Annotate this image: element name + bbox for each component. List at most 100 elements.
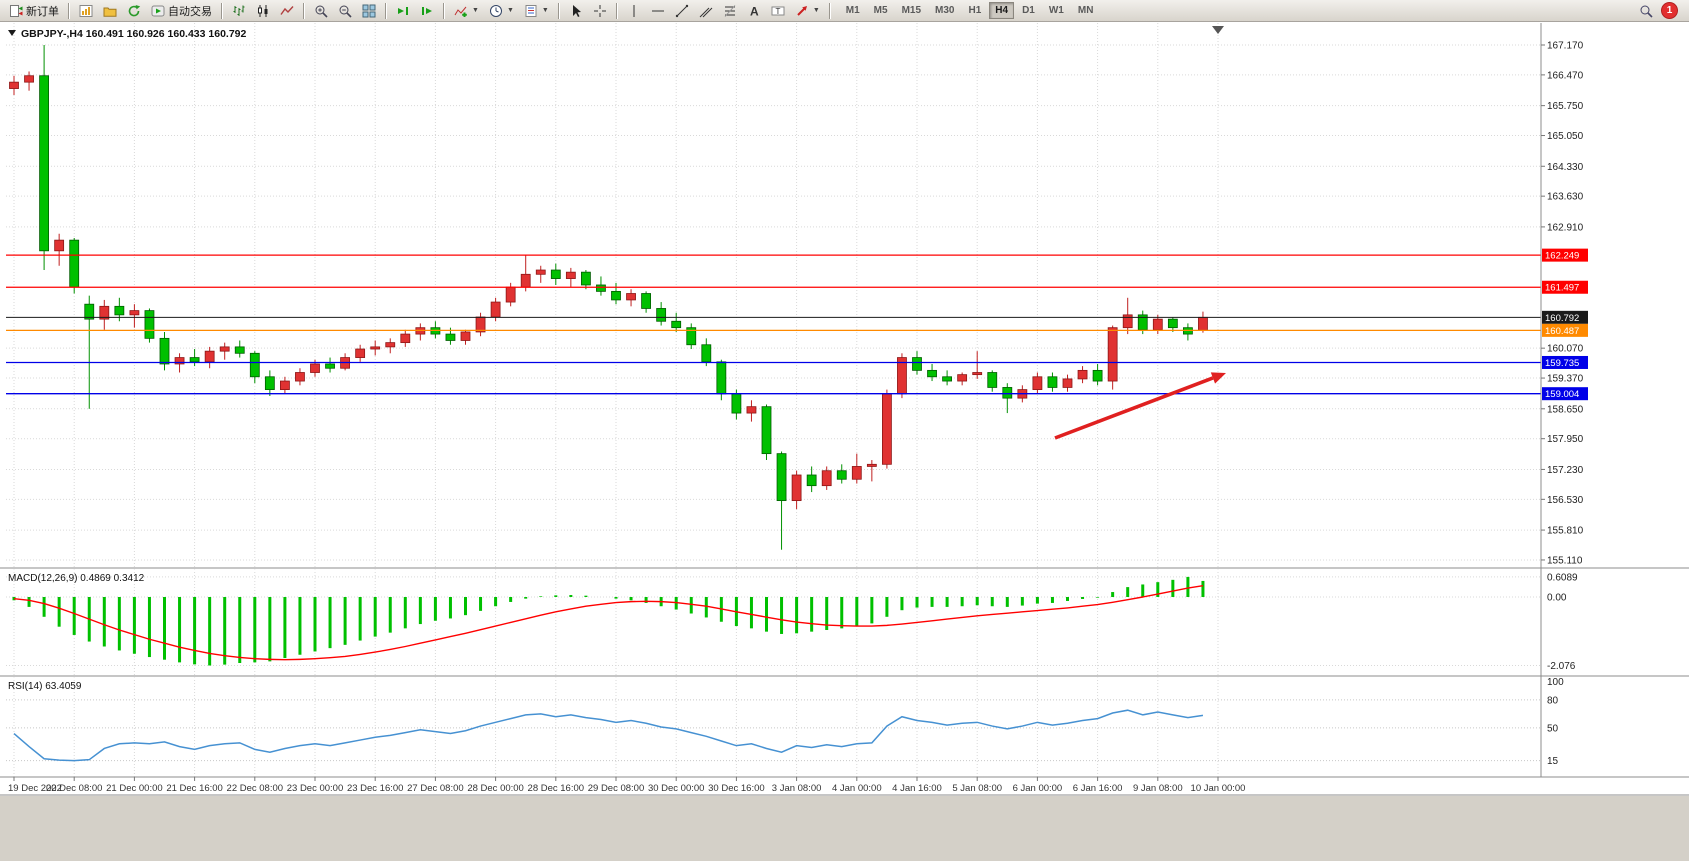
price-axis-label: 165.050 [1547,131,1584,142]
price-axis-label: 167.170 [1547,41,1584,52]
zoom-out-button[interactable] [334,0,356,21]
search-button[interactable] [1635,0,1657,21]
price-axis-label: 158.650 [1547,404,1584,415]
timeframe-button-W1[interactable]: W1 [1048,5,1064,16]
date-label: 29 Dec 08:00 [588,783,645,794]
rsi-line [13,709,1204,762]
fibonacci-tool-button[interactable] [719,0,741,21]
date-label: 4 Jan 00:00 [832,783,882,794]
price-axis-label: 160.070 [1547,344,1584,355]
macd-signal-line [13,585,1204,661]
candle-body [1092,369,1103,382]
timeframe-button-D1[interactable]: D1 [1022,5,1035,16]
candle-body [1198,316,1208,331]
date-label: 10 Jan 00:00 [1191,783,1246,794]
candle-body [370,346,381,350]
text-tool-button[interactable]: A [743,0,765,21]
new-order-button[interactable]: 新订单 [5,0,63,21]
candle-body [882,393,892,465]
chart-canvas[interactable]: 0.6089 0.00 -2.076 100 80 50 15 19 Dec 202220… [0,21,1689,796]
one-click-trading-toggle[interactable] [8,30,16,36]
price-axis-label: 155.110 [1547,555,1583,566]
price-axis-label: 157.950 [1547,434,1584,445]
candlestick-chart-button[interactable] [252,0,274,21]
chart-shift-marker[interactable] [1212,26,1224,34]
timeframe-button-M5[interactable]: M5 [873,5,888,16]
autotrading-button[interactable]: 自动交易 [147,0,216,21]
candle-body [565,271,576,279]
label-tool-button[interactable]: T [767,0,789,21]
candle-body [1032,376,1043,390]
date-label: 27 Dec 08:00 [407,783,464,794]
arrows-tool-button[interactable]: ▼ [791,0,824,21]
candlestick-series [9,45,1208,550]
price-badge-label: 161.497 [1545,283,1579,294]
new-chart-button[interactable] [75,0,97,21]
chart-shift-button[interactable] [416,0,438,21]
candle-body [746,406,757,414]
candle-body [279,380,290,390]
date-label: 6 Jan 00:00 [1013,783,1063,794]
candle-body [821,470,832,487]
zoom-in-icon [314,4,328,18]
macd-indicator-label: MACD(12,26,9) 0.4869 0.3412 [8,573,145,584]
trendline-tool-button[interactable] [671,0,693,21]
templates-button[interactable]: ▼ [520,0,553,21]
refresh-button[interactable] [123,0,145,21]
periods-button[interactable]: ▼ [485,0,518,21]
candle-body [1107,327,1118,382]
auto-scroll-button[interactable] [392,0,414,21]
zoom-in-button[interactable] [310,0,332,21]
timeframe-toolbar: M1 M5 M15 M30 H1 H4 D1 W1 MN [839,2,1101,19]
date-label: 9 Jan 08:00 [1133,783,1183,794]
timeframe-button-M1[interactable]: M1 [845,5,860,16]
toolbar-separator [303,2,305,19]
auto-scroll-icon [396,4,410,18]
macd-scale-label: -2.076 [1547,661,1576,672]
price-axis-label: 164.330 [1547,162,1584,173]
timeframe-button-M15[interactable]: M15 [901,5,922,16]
trend-arrow-head[interactable] [1210,372,1226,384]
zoom-out-icon [338,4,352,18]
svg-text:T: T [775,6,780,15]
price-axis-label: 156.530 [1547,495,1584,506]
bar-chart-button[interactable] [228,0,250,21]
timeframe-button-H1[interactable]: H1 [968,5,982,16]
candle-body [686,327,697,346]
indicators-button[interactable]: ▼ [450,0,483,21]
line-chart-button[interactable] [276,0,298,21]
tile-windows-button[interactable] [358,0,380,21]
candle-body [791,474,802,502]
candle-body [716,361,727,395]
price-badge-160.792 [1542,310,1588,324]
chevron-down-icon: ▼ [472,7,479,14]
candle-body [912,357,922,371]
candle-body [69,239,80,288]
bar-chart-icon [232,4,246,18]
rsi-scale-label: 100 [1547,677,1564,688]
date-label: 21 Dec 00:00 [106,783,163,794]
price-badge-159.004 [1542,387,1588,401]
profiles-button[interactable] [99,0,121,21]
candle-body [99,305,110,320]
toolbar-separator [615,2,618,19]
trend-arrow-line[interactable] [1054,376,1214,440]
vertical-line-tool-button[interactable] [623,0,645,21]
text-tool-icon: A [747,4,761,18]
date-label: 3 Jan 08:00 [772,783,822,794]
candle-body [159,337,170,365]
timeframe-button-H4[interactable]: H4 [989,2,1015,19]
rsi-scale-label: 80 [1547,695,1559,706]
notification-badge[interactable]: 1 [1662,3,1677,18]
cursor-button[interactable] [565,0,587,21]
timeframe-button-MN[interactable]: MN [1077,5,1094,16]
fibonacci-icon [723,4,737,18]
crosshair-button[interactable] [589,0,611,21]
timeframe-button-M30[interactable]: M30 [935,5,955,16]
candle-body [866,463,877,467]
date-label: 23 Dec 00:00 [287,783,344,794]
candle-body [1167,318,1178,329]
channel-tool-button[interactable] [695,0,717,21]
candle-body [550,269,561,279]
horizontal-line-tool-button[interactable] [647,0,669,21]
